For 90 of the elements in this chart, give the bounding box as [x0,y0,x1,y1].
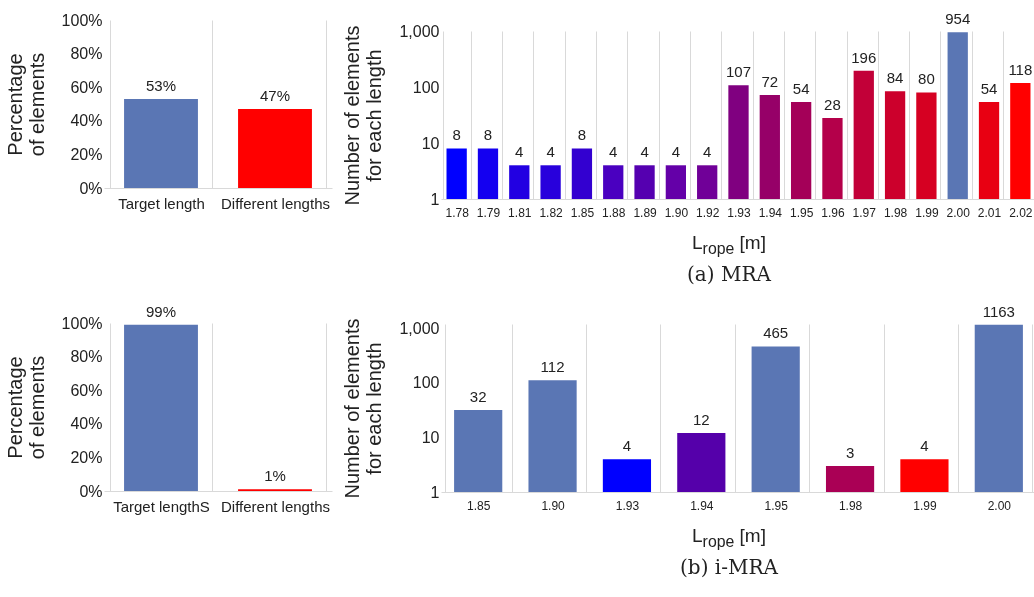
y-tick-label: 1,000 [399,319,440,337]
data-label: 4 [546,143,555,161]
x-tick-label: 2.02 [1009,205,1033,220]
x-tick-label: 1.78 [445,205,470,220]
data-label: 954 [945,10,971,28]
x-tick-label: 1.90 [541,498,566,513]
data-label: 54 [980,79,998,97]
x-tick-label: 1.92 [696,205,720,220]
y-tick-label: 20% [70,448,103,466]
y-tick-label: 1 [430,190,440,208]
data-label: 3 [845,443,855,461]
x-tick-label: 1.95 [789,205,814,220]
data-label: 80 [918,70,935,88]
data-label: 8 [577,126,587,144]
y-tick-label: 100% [61,314,103,332]
x-axis-title: L$_{rope}$ [m] [691,232,767,258]
y-tick-label: 20% [70,145,103,163]
data-label: 99% [145,302,177,320]
y-axis-title: Percentage of elements [3,52,48,157]
y-tick-label: 80% [70,45,103,63]
x-tick-label: 1.95 [764,498,789,513]
x-tick-label: 2.01 [977,205,1002,220]
x-tick-label: Different lengths [221,497,330,515]
y-tick-label: 100% [61,11,103,29]
y-tick-label: 1 [430,483,440,501]
data-label: 8 [452,126,461,144]
x-tick-label: 1.81 [508,205,532,220]
y-tick-label: 60% [70,78,103,96]
x-tick-label: 1.79 [476,205,501,220]
x-tick-label: 1.93 [727,205,751,220]
x-tick-label: 2.00 [946,205,971,220]
x-tick-label: 1.98 [838,498,863,513]
y-tick-label: 10 [421,428,440,446]
data-label: 12 [692,410,710,428]
y-tick-label: 0% [79,482,103,500]
data-label: 4 [515,143,524,161]
data-label: 32 [469,387,487,405]
data-label: 8 [483,126,493,144]
y-tick-label: 0% [79,179,103,197]
x-tick-label: 1.94 [690,498,714,513]
data-label: 72 [761,72,779,90]
data-label: 1163 [982,302,1015,320]
x-tick-label: 1.85 [570,205,595,220]
x-tick-label: 2.00 [987,498,1012,513]
data-label: 4 [622,436,632,454]
data-label: 47% [259,87,291,105]
data-label: 465 [763,324,789,342]
y-tick-label: 100 [412,374,440,392]
x-tick-label: 1.97 [852,205,877,220]
y-tick-label: 60% [70,381,103,399]
x-tick-label: 1.93 [615,498,640,513]
x-tick-label: Different lengths [221,194,330,212]
x-tick-label: 1.94 [758,205,783,220]
x-tick-label: 1.85 [467,498,491,513]
data-label: 118 [1008,60,1033,78]
text: (b) i-MRA [679,554,779,579]
y-axis-title: Number of elements for each length [341,318,386,499]
y-axis-title: Number of elements for each length [341,25,386,206]
y-tick-label: 100 [412,78,440,96]
y-tick-label: 1,000 [399,22,440,40]
data-label: 4 [671,143,681,161]
y-axis-title: Percentage of elements [3,355,48,459]
x-tick-label: Target lengthS [113,497,210,515]
y-tick-label: 10 [421,134,440,152]
data-label: 4 [703,143,712,161]
data-label: 107 [725,63,752,81]
x-tick-label: 1.99 [913,498,937,513]
x-tick-label: 1.90 [664,205,689,220]
y-tick-label: 40% [70,112,103,130]
x-tick-label: 1.89 [633,205,658,220]
data-label: 4 [640,143,649,161]
x-tick-label: 1.88 [602,205,626,220]
data-label: 4 [920,436,929,454]
y-tick-label: 80% [70,347,103,365]
text: (a) MRA [686,261,772,286]
data-label: 112 [540,357,565,375]
y-tick-label: 40% [70,415,103,433]
data-label: 28 [824,95,841,113]
data-label: 4 [609,143,618,161]
data-label: 54 [792,79,810,97]
x-tick-label: 1.99 [915,205,939,220]
data-label: 1% [264,467,286,485]
x-tick-label: 1.96 [821,205,845,220]
x-tick-label: Target length [118,194,205,212]
x-tick-label: 1.98 [883,205,908,220]
data-label: 196 [851,48,877,66]
data-label: 84 [886,69,904,87]
data-label: 53% [145,76,177,94]
x-axis-title: L$_{rope}$ [m] [691,524,767,551]
x-tick-label: 1.82 [539,205,564,220]
